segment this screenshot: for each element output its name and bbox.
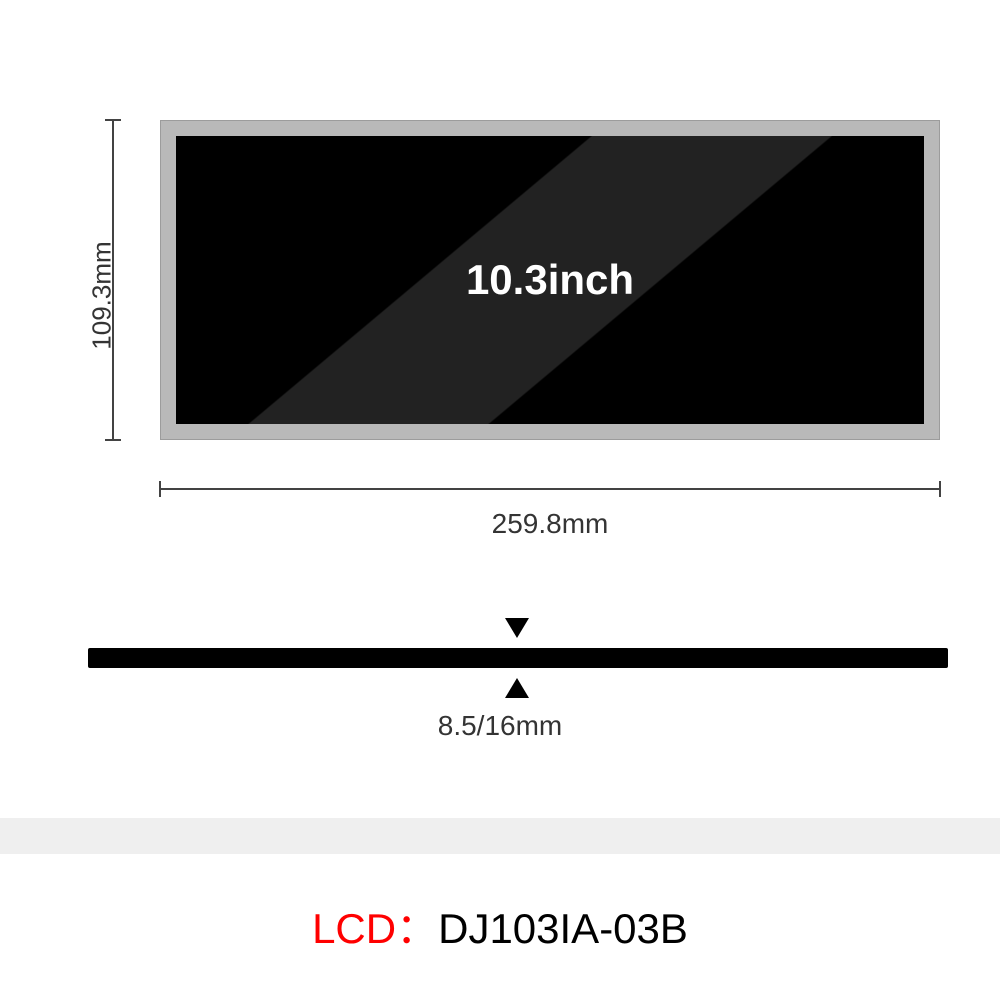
separator-band [0,818,1000,854]
lcd-bezel: 10.3inch [160,120,940,440]
width-dim-label: 259.8mm [160,508,940,540]
model-line: LCD：DJ103IA-03B [0,895,1000,956]
lcd-screen: 10.3inch [176,136,924,424]
height-dim-label: 109.3mm [87,241,118,349]
width-tick-right [939,481,941,497]
lcd-size-label: 10.3inch [466,256,634,304]
thickness-arrow-down-icon [505,618,529,638]
thickness-arrow-up-icon [505,678,529,698]
width-dim-line [160,488,940,490]
model-prefix: LCD： [312,905,438,952]
height-tick-bottom [105,439,121,441]
thickness-label: 8.5/16mm [0,710,1000,742]
thickness-bar [88,648,948,668]
model-value: DJ103IA-03B [438,905,688,952]
diagram-canvas: 109.3mm 10.3inch 259.8mm 8.5/16mm LCD：DJ… [0,0,1000,1000]
